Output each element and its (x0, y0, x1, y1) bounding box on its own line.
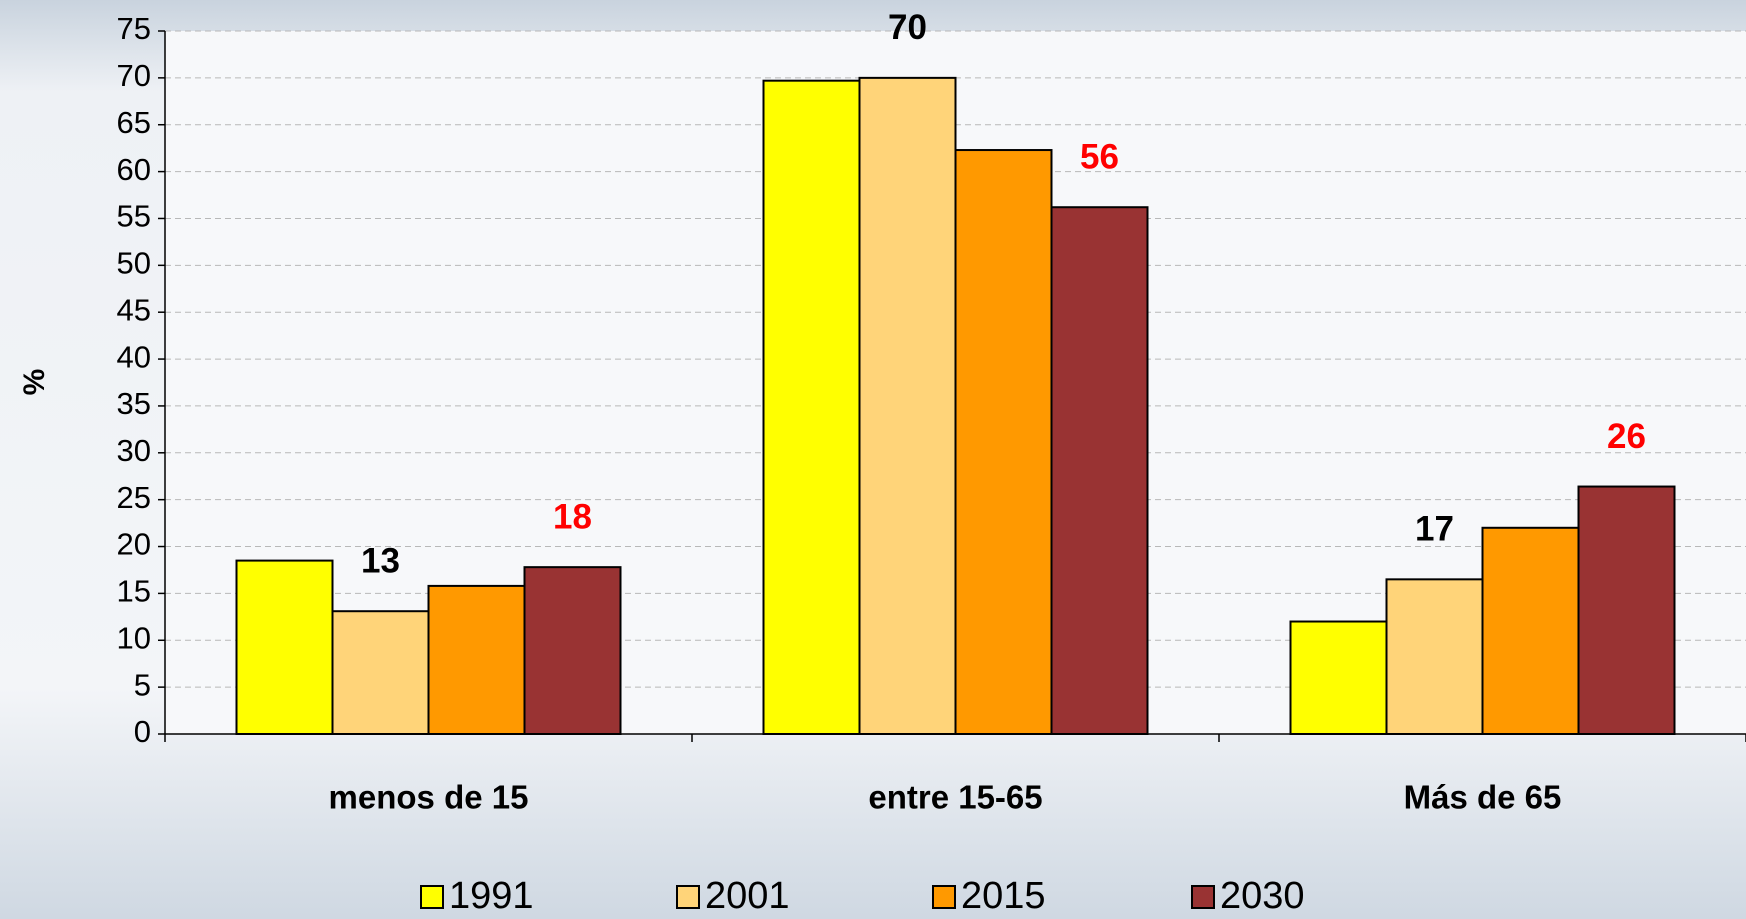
bar (427, 584, 526, 735)
y-tick-label: 20 (117, 527, 151, 562)
y-tick-label: 10 (117, 620, 151, 655)
x-tick-label: entre 15-65 (868, 779, 1042, 816)
y-tick-label: 65 (117, 105, 151, 140)
bar (1385, 578, 1484, 736)
value-label: 18 (553, 497, 592, 536)
bar (331, 610, 430, 736)
legend-label: 2015 (961, 875, 1046, 917)
value-label: 26 (1607, 417, 1646, 456)
bar (1289, 620, 1388, 736)
bar (235, 559, 334, 735)
bar (523, 566, 622, 735)
y-tick-label: 60 (117, 152, 151, 187)
value-label: 70 (888, 8, 927, 47)
x-tick-label: Más de 65 (1404, 779, 1562, 816)
y-tick-label: 45 (117, 292, 151, 327)
bar (1050, 206, 1149, 735)
bar (858, 76, 957, 736)
legend-swatch (420, 885, 444, 909)
bar (1577, 485, 1676, 735)
bar (1481, 526, 1580, 736)
bar (762, 79, 861, 736)
legend-label: 2001 (705, 875, 790, 917)
y-tick-label: 70 (117, 58, 151, 93)
legend-swatch (676, 885, 700, 909)
x-tick-label: menos de 15 (329, 779, 529, 816)
y-tick-label: 35 (117, 386, 151, 421)
value-label: 56 (1080, 137, 1119, 176)
legend-swatch (1191, 885, 1215, 909)
bar (954, 149, 1053, 736)
y-tick-label: 0 (134, 714, 151, 749)
y-tick-label: 5 (134, 667, 151, 702)
value-label: 17 (1415, 510, 1454, 549)
y-tick-label: 50 (117, 246, 151, 281)
value-label: 13 (361, 541, 400, 580)
legend-label: 1991 (449, 875, 534, 917)
y-tick-label: 75 (117, 11, 151, 46)
y-axis-label: % (18, 369, 51, 396)
legend-swatch (932, 885, 956, 909)
y-tick-label: 30 (117, 433, 151, 468)
y-tick-label: 25 (117, 480, 151, 515)
legend-label: 2030 (1220, 875, 1305, 917)
y-tick-label: 15 (117, 574, 151, 609)
y-tick-label: 40 (117, 339, 151, 374)
y-tick-label: 55 (117, 199, 151, 234)
